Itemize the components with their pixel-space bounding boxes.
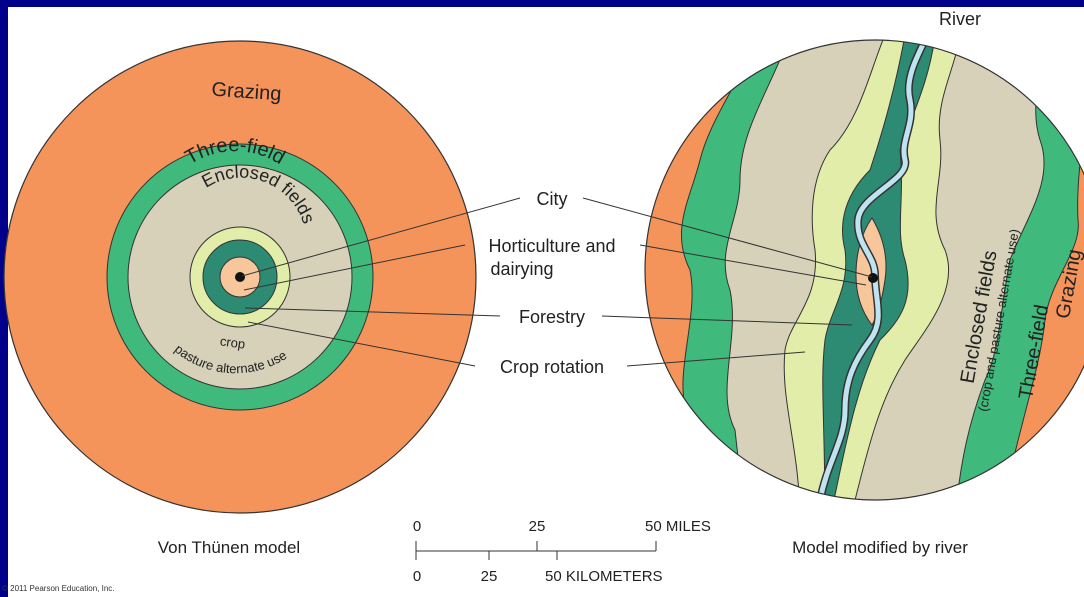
legend-horticulture-1: Horticulture and [488,236,615,256]
grazing-label: Grazing [211,79,282,106]
river-label: River [939,9,981,29]
river-model-caption: Model modified by river [792,538,968,557]
river-model-outline [644,39,1084,501]
legend-crop-rotation: Crop rotation [500,357,604,377]
scale-miles-25: 25 [529,518,546,535]
von-thunen-caption: Von Thünen model [158,538,300,557]
legend-horticulture-2: dairying [490,259,553,279]
scale-km-50: 50 KILOMETERS [545,568,663,585]
legend-city: City [537,189,568,209]
von-thunen-model: Grazing Three-field Enclosed fields crop… [3,40,477,557]
crop-label: crop [219,333,246,351]
river-model: River Enclosed fields (crop and pasture … [644,9,1084,557]
city-dot [235,272,245,282]
legend-forestry: Forestry [519,307,585,327]
river-city-dot [868,273,878,283]
scale-bar [415,541,657,560]
scale-miles-0: 0 [413,518,421,535]
scale-miles-50: 50 MILES [645,518,711,535]
copyright-text: © 2011 Pearson Education, Inc. [2,584,115,593]
legend [241,197,873,367]
scale-km-25: 25 [481,568,498,585]
scale-km-0: 0 [413,568,421,585]
